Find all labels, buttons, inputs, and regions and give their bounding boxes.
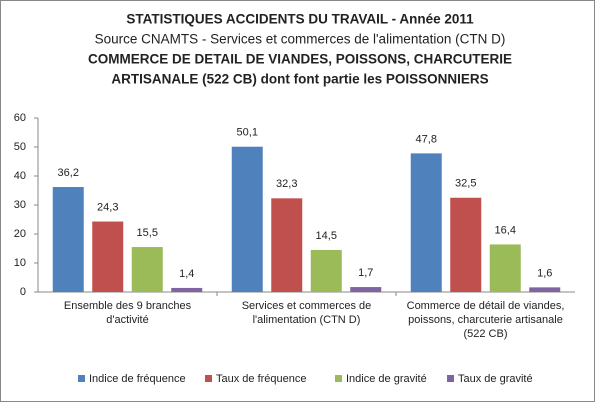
data-label: 50,1 bbox=[237, 127, 258, 139]
bar bbox=[131, 247, 163, 292]
data-label: 15,5 bbox=[137, 227, 158, 239]
bar bbox=[231, 146, 263, 292]
bar bbox=[171, 287, 203, 292]
legend-label: Taux de fréquence bbox=[216, 373, 307, 385]
legend-swatch bbox=[335, 375, 342, 382]
y-tick-label: 60 bbox=[14, 112, 26, 124]
y-tick-label: 40 bbox=[14, 170, 26, 182]
data-label: 47,8 bbox=[416, 133, 437, 145]
legend-label: Taux de gravité bbox=[458, 373, 533, 385]
data-label: 14,5 bbox=[316, 230, 337, 242]
legend-swatch bbox=[205, 375, 212, 382]
bar bbox=[271, 198, 303, 292]
legend-label: Indice de fréquence bbox=[89, 373, 186, 385]
data-label: 36,2 bbox=[58, 167, 79, 179]
x-tick-label: Ensemble des 9 branches bbox=[64, 300, 192, 312]
y-tick-label: 30 bbox=[14, 199, 26, 211]
data-label: 16,4 bbox=[495, 224, 516, 236]
data-label: 1,7 bbox=[358, 267, 373, 279]
x-tick-label: (522 CB) bbox=[463, 328, 507, 340]
data-label: 24,3 bbox=[97, 201, 118, 213]
bar bbox=[52, 187, 84, 292]
data-label: 1,4 bbox=[179, 268, 194, 280]
legend-swatch bbox=[447, 375, 454, 382]
y-tick-label: 50 bbox=[14, 141, 26, 153]
bar bbox=[350, 287, 382, 292]
x-tick-label: l'alimentation (CTN D) bbox=[253, 314, 361, 326]
chart-title: ARTISANALE (522 CB) dont font partie les… bbox=[111, 72, 488, 87]
data-label: 32,3 bbox=[276, 178, 297, 190]
y-tick-label: 20 bbox=[14, 228, 26, 240]
chart-title: Source CNAMTS - Services et commerces de… bbox=[95, 32, 506, 47]
chart-title: STATISTIQUES ACCIDENTS DU TRAVAIL - Anné… bbox=[126, 12, 474, 27]
data-label: 1,6 bbox=[537, 267, 552, 279]
chart-title: COMMERCE DE DETAIL DE VIANDES, POISSONS,… bbox=[88, 52, 512, 67]
y-tick-label: 0 bbox=[20, 286, 26, 298]
legend-label: Indice de gravité bbox=[346, 373, 427, 385]
y-tick-label: 10 bbox=[14, 257, 26, 269]
bar bbox=[310, 249, 342, 292]
legend-swatch bbox=[78, 375, 85, 382]
bar bbox=[489, 244, 521, 292]
data-label: 32,5 bbox=[455, 178, 476, 190]
bar bbox=[529, 287, 561, 292]
bar bbox=[410, 153, 442, 292]
bar bbox=[92, 221, 124, 292]
x-tick-label: Services et commerces de bbox=[242, 300, 372, 312]
bar bbox=[450, 197, 482, 292]
x-tick-label: Commerce de détail de viandes, bbox=[407, 300, 565, 312]
x-tick-label: poissons, charcuterie artisanale bbox=[408, 314, 563, 326]
x-tick-label: d'activité bbox=[106, 314, 148, 326]
